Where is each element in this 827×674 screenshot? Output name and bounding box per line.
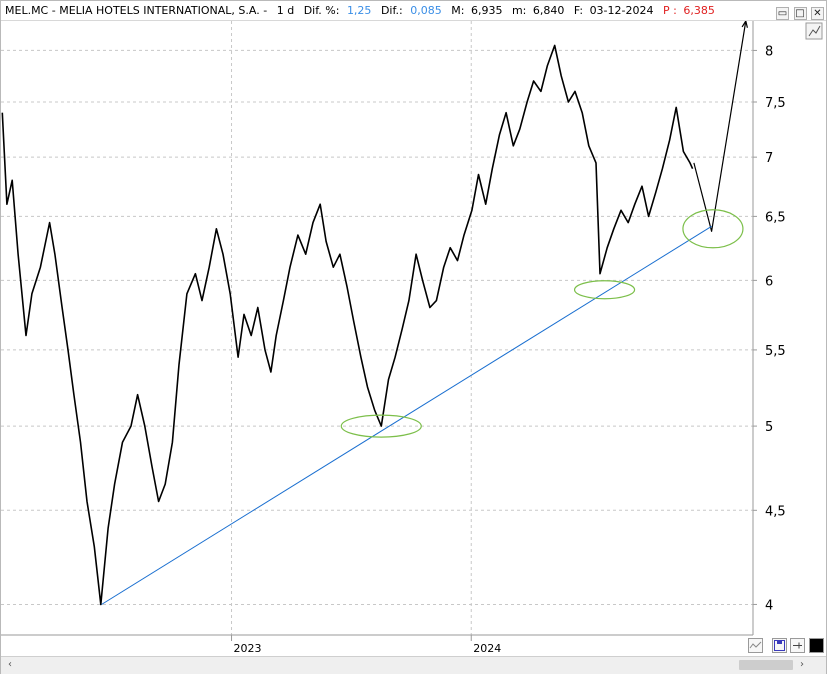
y-tick-label: 4 xyxy=(765,598,773,613)
scroll-left-icon[interactable]: ‹ xyxy=(8,659,12,670)
interval-label: 1 d xyxy=(276,4,295,17)
support-ellipse xyxy=(573,280,636,300)
x-tick-label: 2024 xyxy=(473,642,501,655)
dif-value: 0,085 xyxy=(410,4,442,17)
min-label: m: xyxy=(511,4,527,17)
dif-label: Dif.: xyxy=(380,4,403,17)
y-tick-label: 6,5 xyxy=(765,210,786,225)
scroll-right-icon[interactable]: › xyxy=(800,659,804,670)
close-button[interactable]: ✕ xyxy=(811,7,824,20)
projection-line xyxy=(693,21,747,232)
max-value: 6,935 xyxy=(470,4,503,17)
dif-pct-label: Dif. %: xyxy=(303,4,340,17)
minimize-button[interactable]: ▭ xyxy=(776,7,789,20)
support-ellipse xyxy=(682,209,744,249)
y-tick-label: 5,5 xyxy=(765,344,786,359)
x-axis-ticks: 2023 2024 xyxy=(231,635,501,655)
annotation-layer xyxy=(340,209,744,438)
y-axis-ticks: 8 7,5 7 6,5 6 5,5 5 4,5 4 xyxy=(753,44,786,613)
trendline xyxy=(101,225,712,605)
y-tick-label: 4,5 xyxy=(765,504,786,519)
bottom-toolbar: ‹ › xyxy=(1,656,826,674)
x-tick-label: 2023 xyxy=(234,642,262,655)
log-scale-icon[interactable] xyxy=(805,22,823,40)
maximize-button[interactable]: □ xyxy=(793,7,807,20)
window-controls: ▭ □ ✕ xyxy=(775,3,824,20)
grid-toggle-icon[interactable] xyxy=(748,638,763,653)
y-tick-label: 7,5 xyxy=(765,96,786,111)
y-tick-label: 8 xyxy=(765,44,773,59)
price-label: P : xyxy=(663,4,677,17)
y-tick-label: 7 xyxy=(765,151,773,166)
ticker-label: MEL.MC - MELIA HOTELS INTERNATIONAL, S.A… xyxy=(5,4,268,17)
price-chart[interactable]: 8 7,5 7 6,5 6 5,5 5 4,5 4 2023 2024 xyxy=(1,21,826,655)
pin-icon[interactable] xyxy=(790,638,805,653)
horizontal-scrollbar[interactable] xyxy=(739,660,793,670)
support-ellipse xyxy=(340,414,422,438)
projection-arrowhead xyxy=(741,21,748,28)
color-swatch-icon[interactable] xyxy=(809,638,824,653)
grid-layer xyxy=(1,21,753,635)
y-tick-label: 6 xyxy=(765,274,773,289)
min-value: 6,840 xyxy=(532,4,565,17)
y-tick-label: 5 xyxy=(765,420,773,435)
price-value: 6,385 xyxy=(683,4,715,17)
dif-pct-value: 1,25 xyxy=(346,4,372,17)
chart-header: MEL.MC - MELIA HOTELS INTERNATIONAL, S.A… xyxy=(1,1,826,21)
price-series-line xyxy=(1,44,694,606)
max-label: M: xyxy=(451,4,465,17)
series-layer xyxy=(1,21,748,606)
date-value: 03-12-2024 xyxy=(589,4,654,17)
save-icon[interactable] xyxy=(772,638,787,653)
date-label: F: xyxy=(573,4,584,17)
